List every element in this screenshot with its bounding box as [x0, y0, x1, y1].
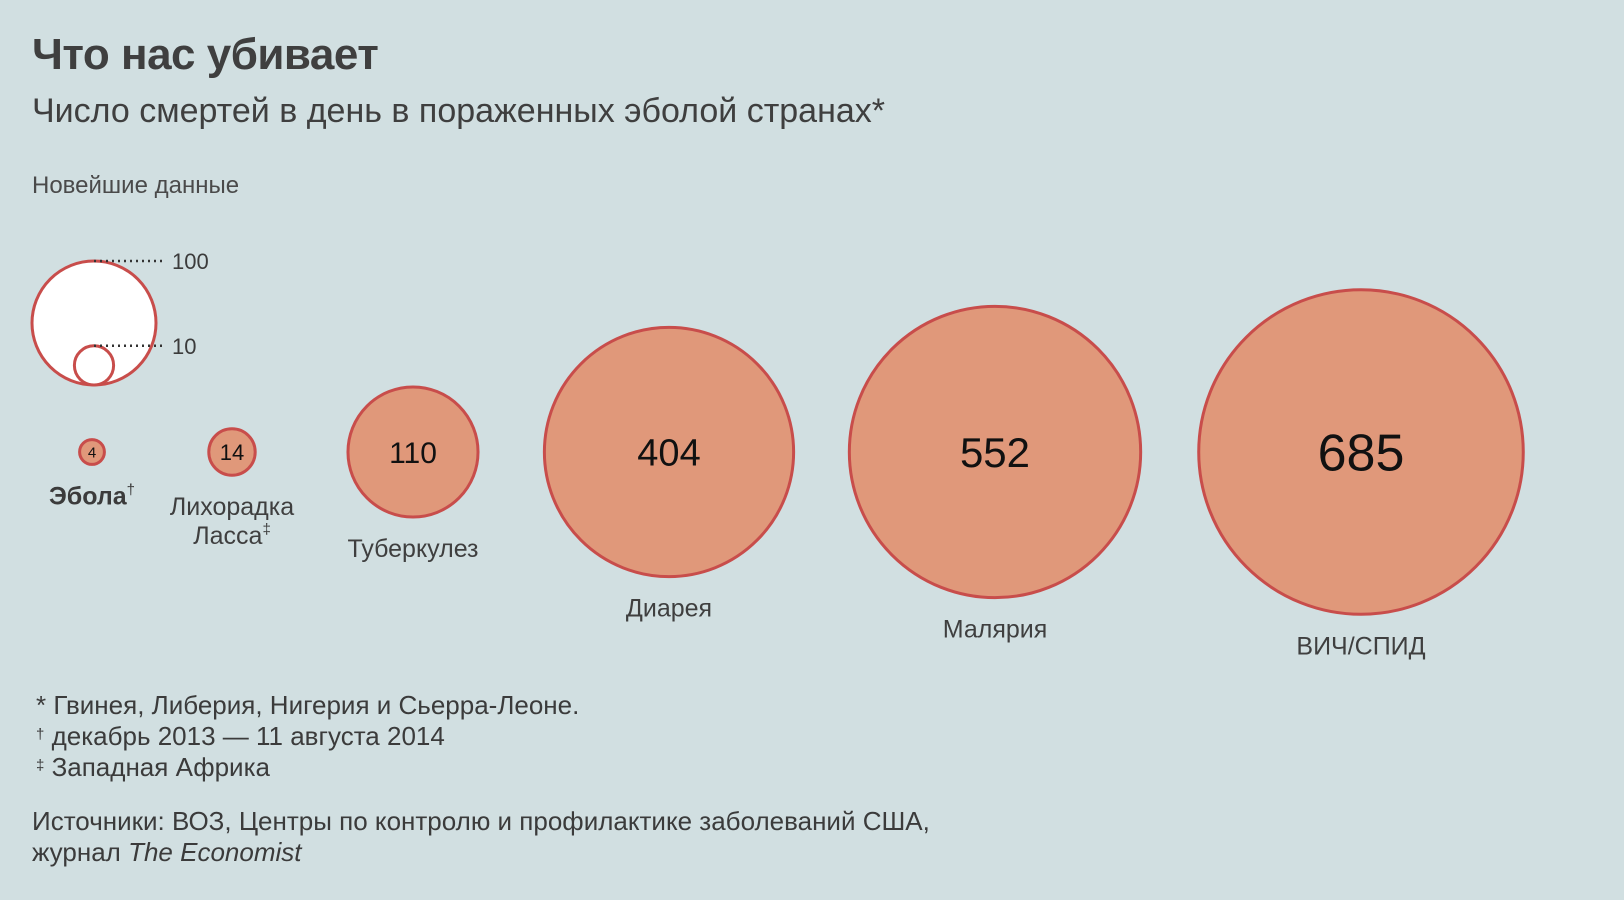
bubble-туберкулез: [346, 385, 480, 519]
footnotes: * Гвинея, Либерия, Нигерия и Сьерра-Леон…: [36, 690, 579, 783]
category-label-диарея: Диарея: [626, 595, 712, 623]
value-label-малярия: 552: [960, 429, 1030, 476]
publication-name: The Economist: [128, 837, 302, 867]
size-legend: 100 10: [30, 249, 209, 387]
bubble-вич-спид: [1197, 288, 1525, 616]
category-label-малярия: Малярия: [943, 616, 1048, 644]
category-label-туберкулез: Туберкулез: [347, 535, 478, 563]
footnote-lassa-region: ‡ Западная Африка: [36, 752, 270, 782]
value-label-туберкулез: 110: [389, 437, 437, 470]
chart-subtitle: Число смертей в день в пораженных эболой…: [32, 92, 886, 130]
footnote-ebola-period: † декабрь 2013 — 11 августа 2014: [36, 721, 445, 751]
category-label-вич-спид: ВИЧ/СПИД: [1296, 632, 1425, 660]
sources-line-2: журнал The Economist: [32, 837, 302, 867]
bubble-диарея: [542, 325, 796, 579]
category-label-лихорадка-ласса-1: Лихорадка: [170, 493, 294, 521]
value-label-лихорадка-ласса: 14: [220, 440, 244, 465]
value-label-эбола: 4: [88, 444, 96, 461]
legend-circle-100: [30, 259, 158, 387]
sources: Источники: ВОЗ, Центры по контролю и про…: [32, 806, 930, 868]
bubble-лихорадка-ласса: [207, 427, 257, 477]
category-label-лихорадка-ласса-2: Ласса‡: [193, 521, 271, 550]
latest-data-label: Новейшие данные: [32, 172, 240, 199]
chart-title: Что нас убивает: [32, 30, 379, 79]
bubble-эбола: [78, 438, 106, 466]
footnote-marker-эбола: †: [127, 481, 135, 498]
category-label-эбола: Эбола†: [49, 481, 135, 510]
footnote-countries: * Гвинея, Либерия, Нигерия и Сьерра-Леон…: [36, 690, 580, 720]
value-label-вич-спид: 685: [1318, 425, 1405, 483]
footnote-marker-лихорадка-ласса: ‡: [262, 521, 270, 538]
bubble-малярия: [847, 304, 1143, 600]
sources-line-1: Источники: ВОЗ, Центры по контролю и про…: [32, 806, 930, 836]
legend-label-10: 10: [172, 334, 196, 359]
value-label-диарея: 404: [637, 433, 700, 475]
legend-label-100: 100: [172, 249, 209, 274]
